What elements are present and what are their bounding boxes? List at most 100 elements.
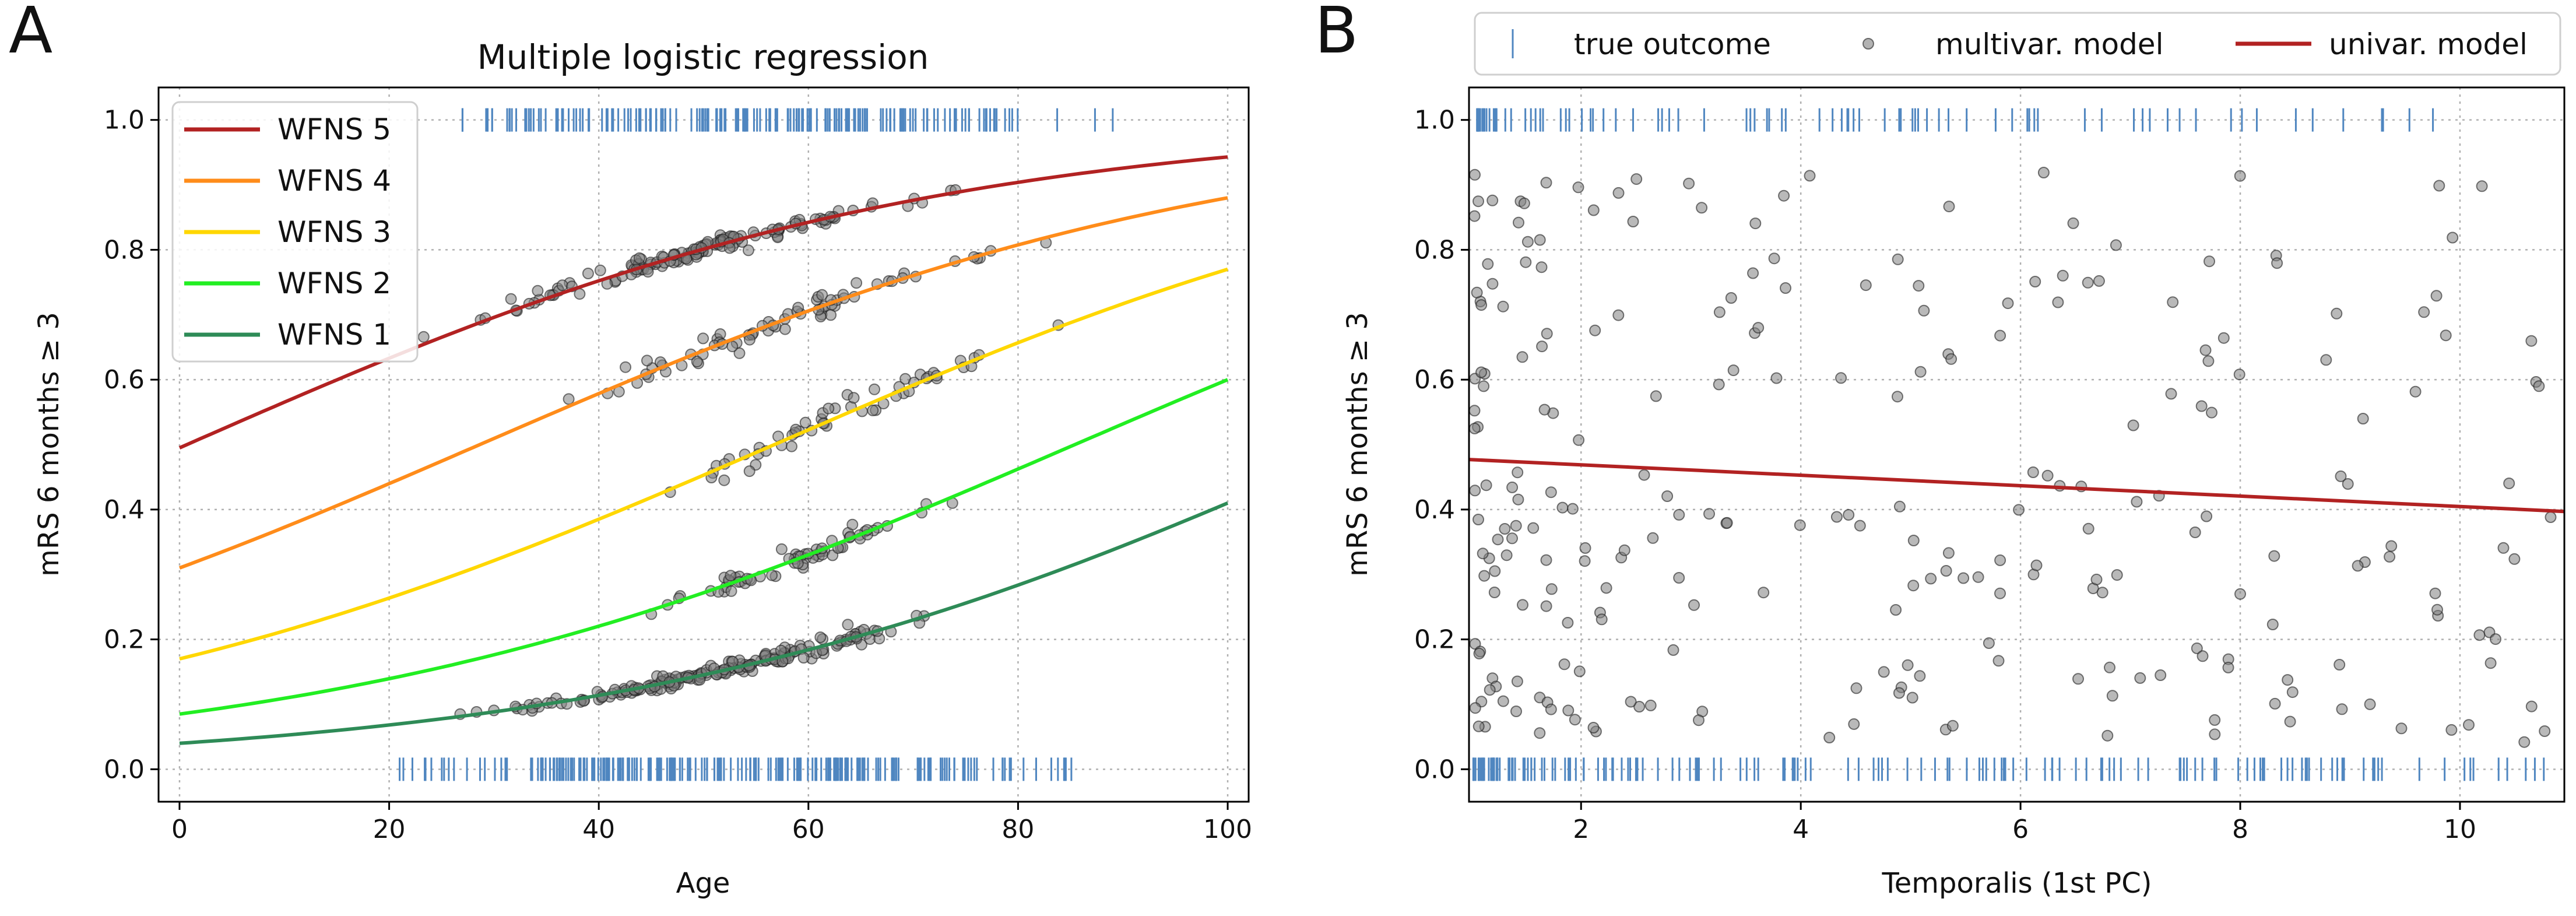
model-point [1638, 469, 1650, 481]
model-point [1830, 511, 1843, 523]
panel-b: B 2 4 6 8 10 0.0 0.2 0.4 0.6 0.8 1.0 Temporalis (1… [1315, 0, 2566, 900]
model-point [2165, 388, 2177, 400]
model-point [1506, 532, 1518, 545]
model-point [1804, 170, 1816, 182]
model-point [1914, 366, 1927, 378]
panel-b-ticks: 2 4 6 8 10 0.0 0.2 0.4 0.6 0.8 1.0 [1414, 106, 2476, 844]
legend-label: WFNS 1 [277, 318, 391, 352]
model-point [2002, 297, 2014, 310]
model-point [1472, 720, 1485, 732]
model-point [2199, 344, 2212, 356]
model-point [1893, 500, 1906, 513]
model-point [1492, 534, 1504, 546]
model-point [1727, 364, 1739, 377]
model-point [641, 355, 653, 367]
model-point [1902, 659, 1914, 671]
model-point [1906, 692, 1918, 704]
panel-b-univar-line [1468, 458, 2565, 514]
model-point [786, 440, 797, 452]
model-point [1497, 300, 1509, 313]
model-point [1892, 253, 1904, 265]
model-point [1500, 549, 1513, 561]
model-point [2201, 510, 2213, 522]
model-point [620, 361, 631, 373]
panel-b-grid [1469, 87, 2564, 802]
model-point [582, 268, 594, 279]
model-point [1625, 696, 1637, 708]
model-point [2101, 729, 2114, 742]
model-point [1587, 722, 1600, 733]
panel-b-points [1468, 167, 2557, 748]
model-point [2106, 690, 2118, 702]
model-point [2189, 527, 2201, 538]
model-point [1579, 542, 1591, 554]
model-point [2430, 290, 2443, 302]
y-tick-label: 0.0 [104, 754, 145, 784]
model-point [1925, 573, 1937, 585]
model-point [1486, 194, 1499, 206]
x-tick-label: 60 [792, 815, 825, 844]
model-point [792, 301, 804, 314]
legend-label: WFNS 5 [277, 113, 391, 146]
model-point [1527, 522, 1540, 534]
model-point [1512, 466, 1524, 479]
y-tick-label: 0.6 [1414, 365, 1455, 395]
model-point [1510, 706, 1522, 717]
model-point [2364, 698, 2376, 710]
y-tick-label: 0.4 [1414, 495, 1455, 525]
model-point [691, 356, 703, 368]
model-point [1562, 704, 1575, 717]
model-point [2282, 674, 2294, 686]
model-point [2320, 354, 2332, 366]
model-point [1569, 714, 1581, 726]
model-point [1573, 665, 1586, 678]
model-point [1536, 341, 1548, 353]
legend-label: multivar. model [1935, 27, 2163, 61]
model-point [2508, 553, 2521, 565]
model-point [1994, 554, 2006, 566]
panel-a-rug [399, 108, 1114, 781]
model-point [2429, 587, 2441, 599]
model-point [1562, 617, 1574, 629]
panel-b-legend-box [1474, 12, 2561, 76]
model-point [417, 331, 430, 343]
model-point [2072, 673, 2084, 685]
model-point [2335, 470, 2347, 482]
model-point [2191, 642, 2203, 654]
model-point [814, 631, 827, 643]
panel-b-frame [1468, 86, 2566, 803]
y-tick-label: 1.0 [1414, 106, 1455, 135]
model-point [825, 309, 837, 321]
legend-label: WFNS 3 [277, 215, 391, 249]
model-point [1520, 256, 1532, 268]
legend-label: WFNS 4 [277, 164, 391, 198]
model-point [1958, 572, 1970, 584]
x-tick-label: 40 [582, 815, 615, 844]
model-point [1780, 282, 1791, 294]
model-point [1854, 520, 1866, 532]
model-point [1579, 555, 1591, 567]
model-point [1540, 600, 1552, 612]
model-point [1535, 261, 1548, 273]
model-point [1693, 714, 1705, 727]
model-point [1848, 718, 1860, 730]
model-point [744, 334, 755, 346]
model-point [1499, 523, 1511, 535]
model-point [1943, 201, 1955, 213]
model-point [1506, 481, 1519, 493]
model-point [1860, 279, 1872, 292]
model-point [799, 416, 811, 429]
model-point [1558, 658, 1570, 671]
legend-dot-swatch [1862, 38, 1874, 50]
x-tick-label: 2 [1573, 815, 1589, 844]
model-point [1478, 570, 1491, 582]
panel-a-legend-box [171, 101, 419, 363]
model-point [2440, 329, 2452, 342]
model-point [1540, 554, 1552, 566]
model-point [2134, 672, 2146, 684]
model-point [2463, 719, 2475, 731]
model-point [2385, 540, 2398, 552]
model-point [1644, 699, 1657, 711]
model-point [2352, 560, 2364, 572]
